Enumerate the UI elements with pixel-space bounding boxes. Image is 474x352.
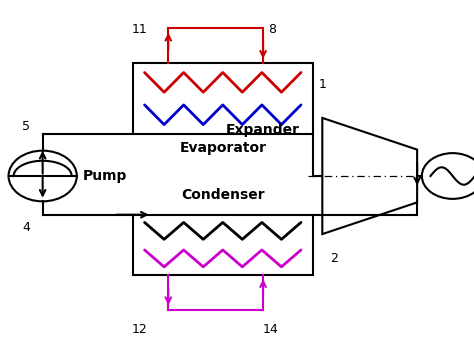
Bar	[133, 63, 313, 134]
Text: 11: 11	[132, 24, 148, 36]
Text: 14: 14	[262, 323, 278, 335]
Text: 1: 1	[319, 78, 326, 91]
Text: Pump: Pump	[83, 169, 128, 183]
Text: Expander: Expander	[226, 123, 300, 137]
Text: Evaporator: Evaporator	[179, 141, 266, 155]
Text: 5: 5	[22, 120, 30, 133]
Text: 12: 12	[132, 323, 148, 335]
Text: 4: 4	[22, 221, 30, 233]
Text: Condenser: Condenser	[181, 188, 264, 202]
Text: 8: 8	[269, 24, 276, 36]
Text: 2: 2	[330, 252, 338, 265]
Bar	[133, 215, 313, 275]
